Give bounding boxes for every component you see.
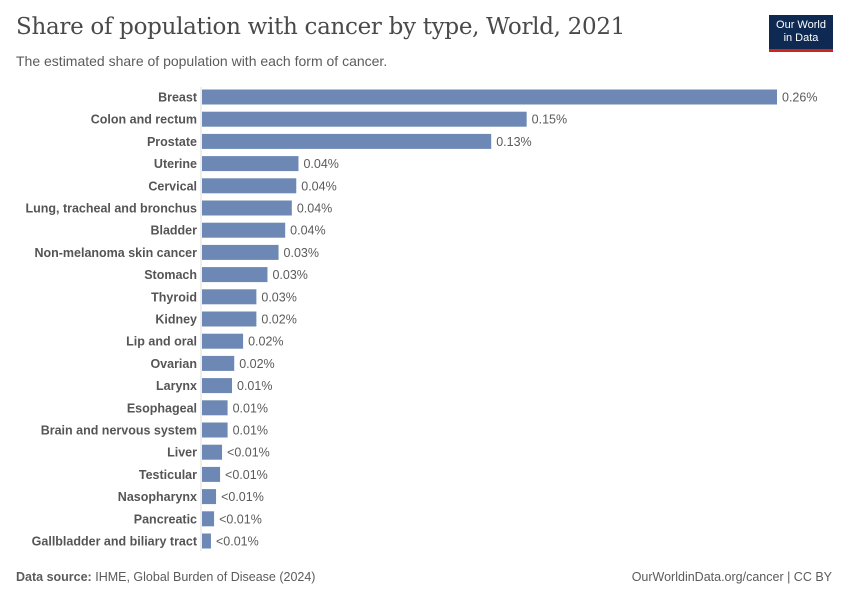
bar[interactable]	[202, 156, 299, 172]
logo-line1: Our World	[776, 19, 826, 31]
value-label: 0.13%	[496, 135, 531, 149]
category-label: Testicular	[139, 468, 197, 482]
category-label: Kidney	[155, 313, 197, 327]
category-label: Liver	[167, 446, 197, 460]
category-label: Bladder	[150, 224, 197, 238]
bar[interactable]	[202, 200, 292, 216]
bar[interactable]	[202, 178, 297, 194]
category-label: Nasopharynx	[118, 490, 197, 504]
category-label: Colon and rectum	[91, 113, 197, 127]
value-label: 0.04%	[303, 157, 338, 171]
category-label: Stomach	[144, 268, 197, 282]
category-label: Larynx	[156, 379, 197, 393]
bar[interactable]	[202, 89, 777, 105]
value-label: <0.01%	[216, 535, 259, 549]
bar[interactable]	[202, 267, 268, 283]
data-source: Data source: IHME, Global Burden of Dise…	[16, 570, 315, 584]
category-label: Lung, tracheal and bronchus	[25, 202, 197, 216]
category-label: Gallbladder and biliary tract	[32, 535, 198, 549]
value-label: 0.02%	[248, 335, 283, 349]
value-label: 0.26%	[782, 91, 817, 105]
bar[interactable]	[202, 244, 279, 260]
category-label: Ovarian	[150, 357, 197, 371]
value-label: 0.01%	[237, 379, 272, 393]
value-label: 0.02%	[261, 313, 296, 327]
logo-line2: in Data	[783, 32, 819, 44]
value-label: <0.01%	[225, 468, 268, 482]
chart-subtitle: The estimated share of population with e…	[16, 53, 388, 69]
category-label: Esophageal	[127, 401, 197, 415]
value-label: 0.15%	[532, 113, 567, 127]
value-label: 0.01%	[233, 424, 268, 438]
bar[interactable]	[202, 444, 223, 460]
category-label: Brain and nervous system	[41, 424, 197, 438]
value-label: 0.04%	[297, 202, 332, 216]
category-label: Thyroid	[151, 290, 197, 304]
bar[interactable]	[202, 311, 257, 327]
category-label: Non-melanoma skin cancer	[34, 246, 197, 260]
source-label: Data source:	[16, 570, 92, 584]
value-label: 0.03%	[261, 290, 296, 304]
bar[interactable]	[202, 422, 228, 438]
source-text[interactable]: IHME, Global Burden of Disease (2024)	[95, 570, 316, 584]
value-label: 0.04%	[301, 179, 336, 193]
value-label: 0.03%	[272, 268, 307, 282]
bar[interactable]	[202, 133, 492, 149]
bar[interactable]	[202, 222, 286, 238]
category-label: Prostate	[147, 135, 197, 149]
bar[interactable]	[202, 289, 257, 305]
value-label: <0.01%	[221, 490, 264, 504]
category-label: Lip and oral	[126, 335, 197, 349]
bar[interactable]	[202, 355, 235, 371]
bar[interactable]	[202, 466, 221, 482]
category-label: Uterine	[154, 157, 197, 171]
bar[interactable]	[202, 378, 233, 394]
value-label: 0.02%	[239, 357, 274, 371]
footer-link[interactable]: OurWorldinData.org/cancer | CC BY	[631, 570, 832, 584]
category-label: Cervical	[148, 179, 197, 193]
value-label: <0.01%	[219, 512, 262, 526]
bar[interactable]	[202, 111, 527, 127]
category-label: Breast	[158, 91, 198, 105]
owid-logo[interactable]: Our World in Data	[769, 15, 833, 52]
bar[interactable]	[202, 489, 217, 505]
category-label: Pancreatic	[134, 512, 197, 526]
bar[interactable]	[202, 333, 244, 349]
value-label: 0.01%	[233, 401, 268, 415]
value-label: 0.04%	[290, 224, 325, 238]
bar[interactable]	[202, 400, 228, 416]
bar[interactable]	[202, 511, 215, 527]
value-label: <0.01%	[227, 446, 270, 460]
chart-title: Share of population with cancer by type,…	[16, 14, 626, 40]
bar[interactable]	[202, 533, 211, 549]
value-label: 0.03%	[284, 246, 319, 260]
